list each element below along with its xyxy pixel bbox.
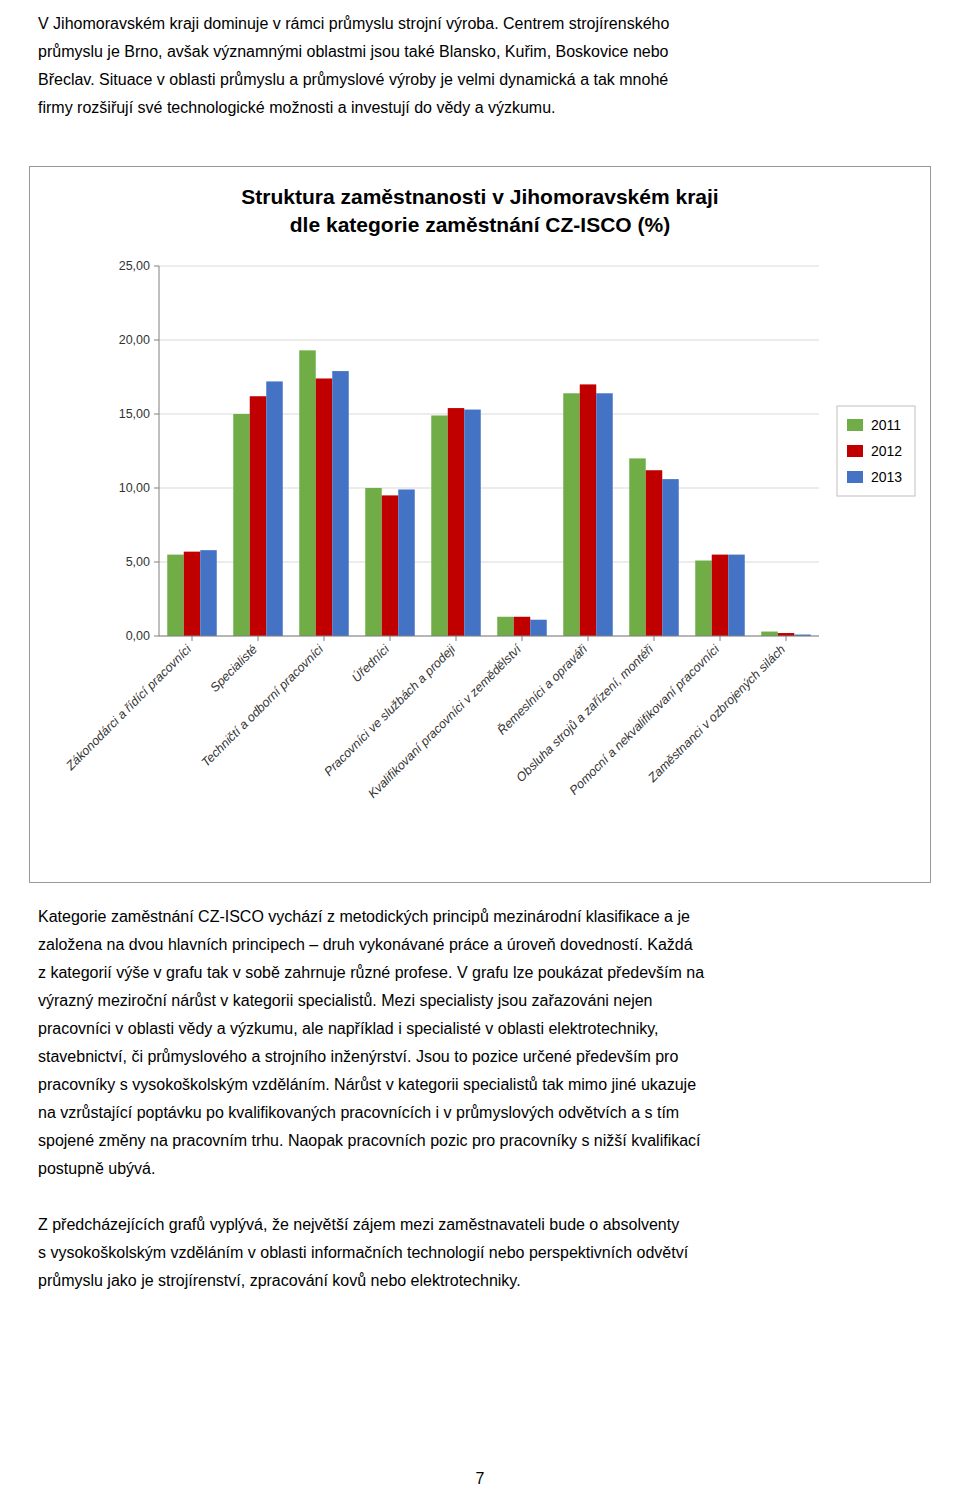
- chart-border: [30, 167, 931, 883]
- x-tick: [720, 636, 721, 641]
- x-tick-label: Specialisté: [207, 642, 260, 695]
- x-tick-label: Techničtí a odborní pracovníci: [199, 641, 327, 769]
- x-tick: [786, 636, 787, 641]
- chart: Struktura zaměstnanosti v Jihomoravském …: [29, 166, 931, 883]
- page-number: 7: [0, 1470, 960, 1488]
- y-tick-label: 20,00: [119, 333, 150, 347]
- y-axis-line: [159, 266, 160, 636]
- bar: [299, 350, 316, 636]
- y-tick: [154, 488, 159, 489]
- x-tick: [390, 636, 391, 641]
- x-tick-label: Úředníci: [349, 641, 393, 685]
- bar: [200, 550, 217, 636]
- chart-title: Struktura zaměstnanosti v Jihomoravském …: [241, 185, 718, 236]
- y-grid: [159, 266, 819, 636]
- bar: [761, 632, 778, 636]
- legend: 2011 2012 2013: [837, 406, 915, 496]
- x-tick-label: Pracovníci ve službách a prodeji: [321, 641, 459, 779]
- x-tick-label: Obsluha strojů a zařízení, montéři: [514, 641, 657, 784]
- legend-label: 2012: [871, 443, 902, 459]
- top-text: V Jihomoravském kraji dominuje v rámci p…: [38, 10, 922, 122]
- x-tick-label: Zákonodárci a řídící pracovníci: [63, 641, 195, 773]
- x-tick: [588, 636, 589, 641]
- y-tick-label: 5,00: [126, 555, 150, 569]
- bar: [365, 488, 382, 636]
- x-tick: [192, 636, 193, 641]
- grid-line: [159, 340, 819, 341]
- bar: [563, 393, 580, 636]
- bar: [497, 617, 514, 636]
- bars: [167, 350, 811, 636]
- bar: [464, 410, 481, 636]
- bar: [184, 552, 201, 636]
- bar: [431, 415, 448, 636]
- chart-container: Struktura zaměstnanosti v Jihomoravském …: [29, 166, 931, 883]
- bar: [266, 381, 283, 636]
- y-tick-label: 15,00: [119, 407, 150, 421]
- title-line: dle kategorie zaměstnání CZ-ISCO (%): [290, 213, 670, 236]
- grid-line: [159, 266, 819, 267]
- legend-label: 2013: [871, 469, 902, 485]
- y-tick: [154, 266, 159, 267]
- y-tick: [154, 636, 159, 637]
- bar: [596, 393, 613, 636]
- x-tick: [324, 636, 325, 641]
- bar: [316, 378, 333, 636]
- bar: [398, 489, 415, 636]
- bar: [646, 470, 663, 636]
- x-tick-label: Pomocní a nekvalifikovaní pracovníci: [567, 641, 723, 797]
- y-tick-label: 0,00: [126, 629, 150, 643]
- y-tick: [154, 414, 159, 415]
- x-tick: [258, 636, 259, 641]
- y-tick: [154, 340, 159, 341]
- x-tick: [522, 636, 523, 641]
- legend-label: 2011: [871, 417, 901, 433]
- bar: [728, 555, 745, 636]
- bar: [514, 617, 531, 636]
- bar: [662, 479, 679, 636]
- x-tick-label: Zaměstnanci v ozbrojených silách: [645, 642, 788, 785]
- bar: [695, 561, 712, 636]
- bar: [629, 458, 646, 636]
- bar: [580, 384, 597, 636]
- x-tick: [654, 636, 655, 641]
- bar: [530, 620, 547, 636]
- bar: [167, 555, 184, 636]
- bar: [382, 495, 399, 636]
- bar: [332, 371, 349, 636]
- y-tick: [154, 562, 159, 563]
- legend-swatch: [847, 419, 863, 431]
- bar: [712, 555, 729, 636]
- y-tick-label: 25,00: [119, 259, 150, 273]
- x-tick: [456, 636, 457, 641]
- y-tick-label: 10,00: [119, 481, 150, 495]
- bar: [448, 408, 465, 636]
- bar: [250, 396, 267, 636]
- title-line: Struktura zaměstnanosti v Jihomoravském …: [241, 185, 718, 208]
- legend-swatch: [847, 471, 863, 483]
- legend-frame: [837, 406, 915, 496]
- bar: [233, 414, 250, 636]
- bottom-text: Kategorie zaměstnání CZ-ISCO vychází z m…: [38, 903, 922, 1295]
- legend-swatch: [847, 445, 863, 457]
